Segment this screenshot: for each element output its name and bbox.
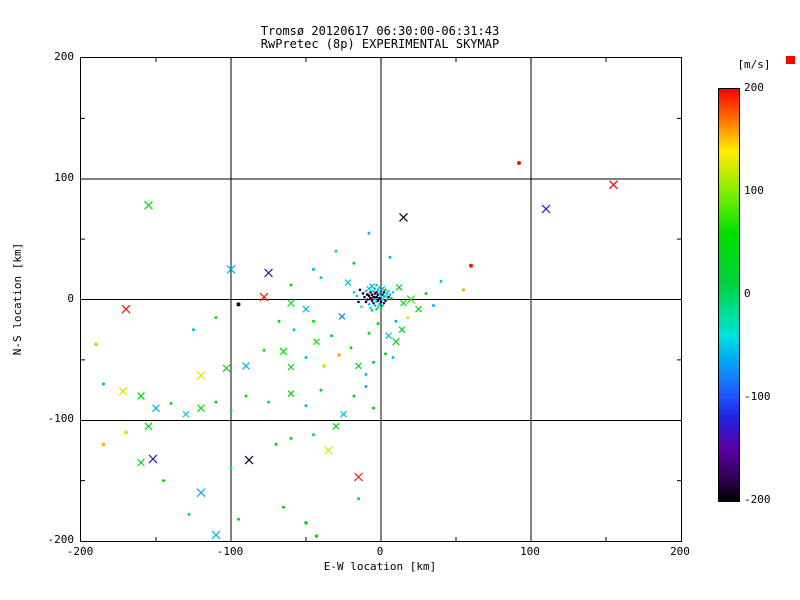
y-axis-label: N-S location [km]	[11, 242, 24, 356]
colorbar-label: [m/s]	[737, 58, 771, 71]
y-tick-label: -100	[47, 412, 75, 426]
x-tick-label: 200	[670, 545, 690, 558]
colorbar-tick-label: 200	[744, 81, 764, 94]
x-tick-label: 100	[520, 545, 540, 558]
colorbar-tick-label: -200	[744, 493, 771, 506]
colorbar-tick-label: -100	[744, 390, 771, 403]
y-tick-label: 100	[54, 170, 74, 184]
colorbar-tick-label: 0	[744, 287, 751, 300]
colorbar	[718, 88, 740, 502]
y-tick-label: -200	[47, 533, 75, 546]
scatter-canvas	[81, 58, 681, 541]
chart-subtitle: RwPretec (8p) EXPERIMENTAL SKYMAP	[260, 37, 500, 51]
x-axis-label: E-W location [km]	[323, 560, 437, 573]
x-tick-label: -100	[216, 545, 244, 558]
y-tick-label: 0	[67, 291, 74, 305]
x-tick-label: 0	[376, 545, 384, 558]
x-tick-label: -200	[66, 545, 94, 558]
plot-area	[80, 57, 682, 542]
y-tick-label: 200	[54, 50, 74, 63]
chart-title: Tromsø 20120617 06:30:00-06:31:43	[260, 24, 500, 38]
red-corner-mark	[786, 56, 795, 64]
colorbar-tick-label: 100	[744, 184, 764, 197]
